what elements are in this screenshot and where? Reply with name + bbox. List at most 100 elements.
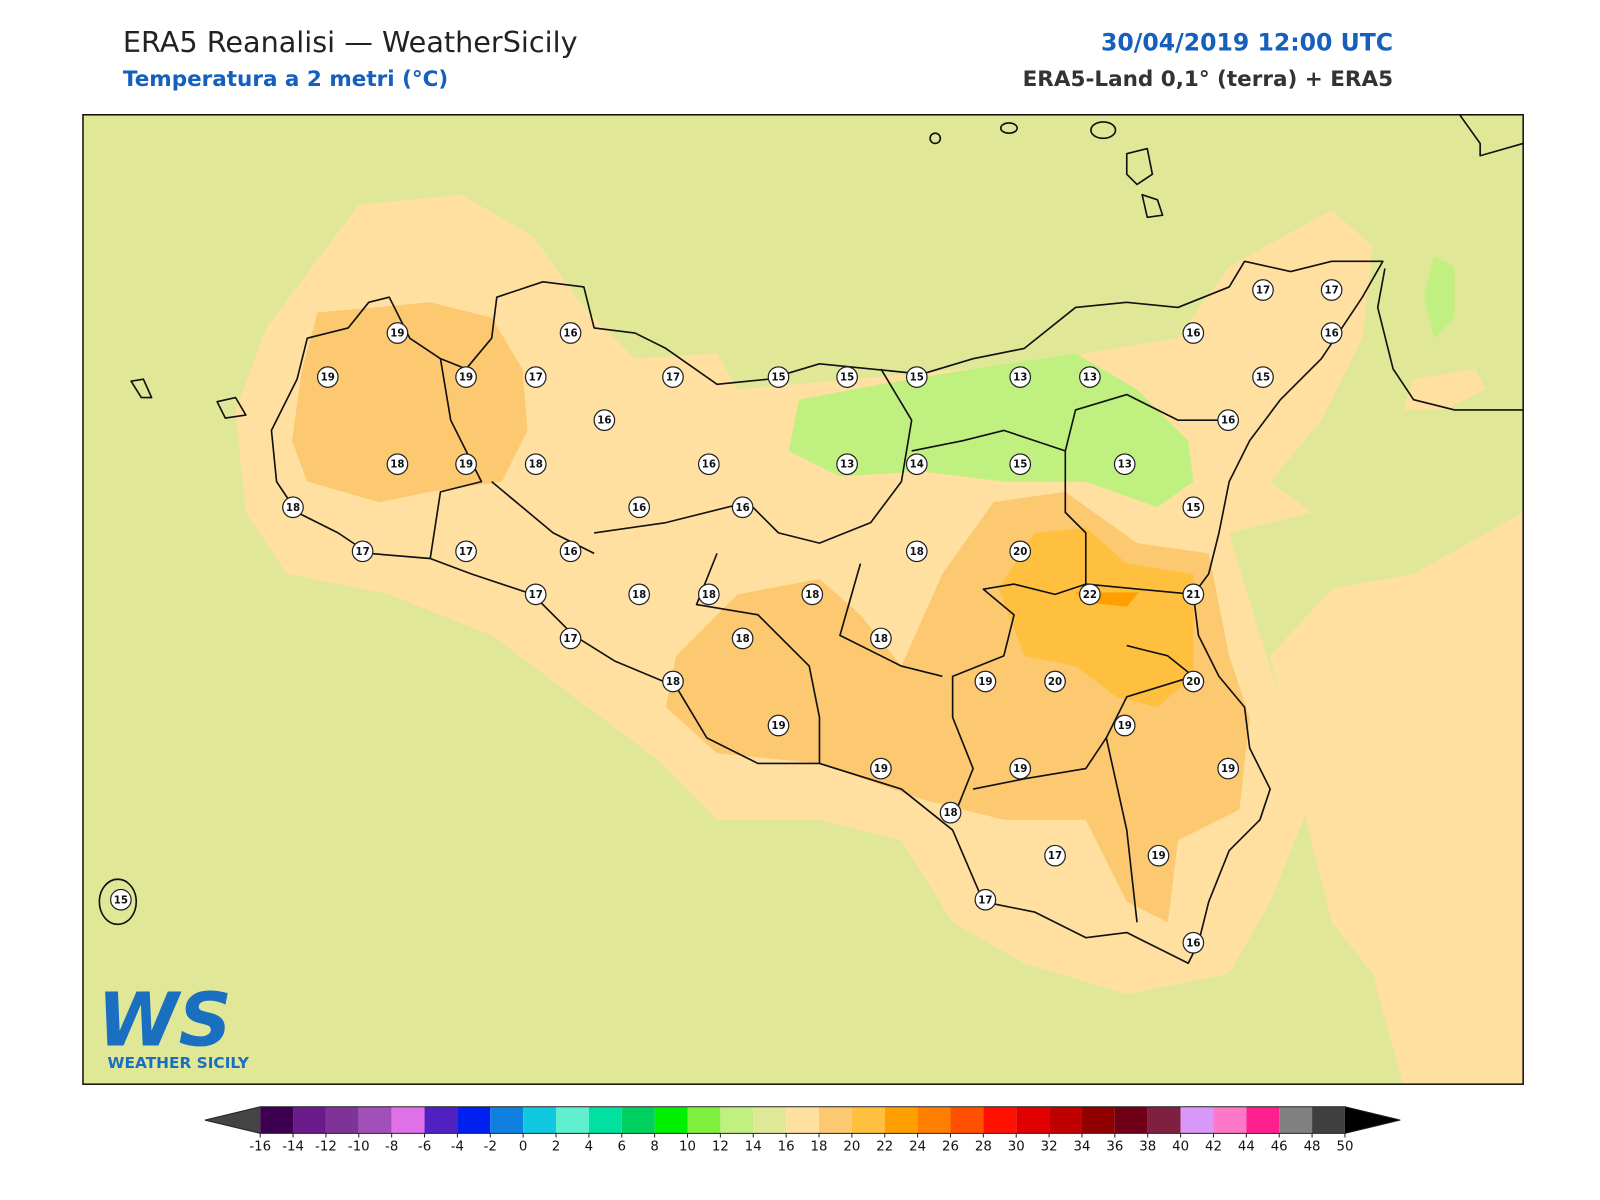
station: 18 [282, 496, 304, 519]
colorbar-segment [523, 1106, 557, 1134]
province-borders [429, 358, 1230, 923]
colorbar-tick-label: -2 [484, 1140, 497, 1155]
station-marker [1009, 453, 1032, 476]
station: 18 [801, 583, 824, 606]
station-value: 20 [1048, 676, 1062, 688]
station-marker [1182, 670, 1205, 693]
egadi [130, 378, 247, 419]
station: 21 [1182, 583, 1205, 606]
station-marker [905, 366, 928, 388]
station-value: 15 [1013, 459, 1027, 471]
colorbar: -16 -14 -12 -10 -8 -6 -4 -2 0 2 4 6 8 10 12 14 16 18 20 22 2… [204, 1106, 1401, 1155]
colorbar-segment [1180, 1106, 1214, 1134]
colorbar-segment [391, 1106, 425, 1134]
station-value: 16 [597, 415, 611, 427]
station: 19 [1009, 757, 1032, 780]
station: 18 [697, 583, 720, 606]
colorbar-segment [621, 1106, 655, 1134]
station-marker [524, 583, 547, 606]
colorbar-tick-label: 46 [1271, 1140, 1288, 1155]
field-warm-sea [1270, 512, 1524, 1085]
station: 17 [455, 540, 477, 563]
station: 18 [870, 627, 892, 650]
station-marker [731, 496, 754, 519]
colorbar-segment [1279, 1106, 1313, 1134]
station: 19 [767, 714, 790, 737]
colorbar-tick-label: -14 [282, 1140, 304, 1155]
station: 18 [524, 453, 547, 476]
station-value: 16 [702, 459, 716, 471]
logo-letters: WS [97, 978, 231, 1063]
colorbar-tick-label: 0 [519, 1140, 527, 1155]
colorbar-over [1344, 1106, 1401, 1134]
colorbar-segment [293, 1106, 326, 1134]
station: 17 [524, 366, 547, 388]
station-marker [1320, 279, 1343, 301]
station-value: 19 [1013, 763, 1027, 775]
colorbar-tick-label: 2 [552, 1140, 560, 1155]
station-value: 18 [286, 502, 300, 514]
station: 17 [1252, 279, 1274, 301]
colorbar-tick-label: 26 [942, 1140, 959, 1155]
station-marker [905, 540, 928, 563]
station-value: 18 [910, 546, 924, 558]
station-marker [1182, 322, 1205, 344]
station: 18 [628, 583, 651, 606]
station-marker [1044, 670, 1066, 693]
station-value: 19 [874, 763, 888, 775]
colorbar-segment [654, 1106, 688, 1134]
station: 19 [455, 366, 477, 388]
station-marker [1320, 322, 1343, 344]
station: 17 [1320, 279, 1343, 301]
colorbar-segment [720, 1106, 754, 1134]
colorbar-tick-label: 50 [1336, 1140, 1353, 1155]
station: 19 [455, 453, 477, 476]
station: 17 [524, 583, 547, 606]
colorbar-tick-label: 24 [909, 1140, 926, 1155]
colorbar-tick-label: 32 [1041, 1140, 1058, 1155]
station-value: 15 [910, 372, 924, 384]
station: 17 [1044, 844, 1066, 867]
station-marker [1217, 409, 1240, 432]
station-marker [767, 366, 790, 388]
station-marker [1182, 931, 1205, 954]
station-marker [593, 409, 616, 432]
station-marker [697, 453, 720, 476]
station-marker [455, 453, 477, 476]
ustica [929, 132, 942, 145]
station: 16 [731, 496, 754, 519]
station-value: 19 [459, 459, 473, 471]
station: 18 [939, 801, 962, 824]
station-value: 18 [805, 589, 819, 601]
station-marker [870, 757, 892, 780]
station-marker [386, 453, 409, 476]
colorbar-tick-label: 18 [811, 1140, 828, 1155]
station-value: 17 [529, 589, 543, 601]
station-value: 16 [1221, 415, 1235, 427]
station-marker [282, 496, 304, 519]
station-value: 17 [355, 546, 369, 558]
station: 18 [662, 670, 684, 693]
station: 16 [559, 322, 582, 344]
station: 17 [974, 888, 997, 911]
colorbar-tick-label: 38 [1139, 1140, 1156, 1155]
colorbar-segment [588, 1106, 622, 1134]
station: 19 [1217, 757, 1240, 780]
colorbar-tick-label: 44 [1238, 1140, 1255, 1155]
colorbar-segment [358, 1106, 392, 1134]
colorbar-tick-label: 40 [1172, 1140, 1189, 1155]
station-value: 20 [1186, 676, 1200, 688]
colorbar-tick-label: 10 [679, 1140, 696, 1155]
station-value: 15 [1186, 502, 1200, 514]
station-value: 20 [1013, 546, 1027, 558]
station: 15 [767, 366, 790, 388]
field-14 [788, 353, 1194, 508]
station: 15 [1252, 366, 1274, 388]
station-value: 15 [1256, 372, 1270, 384]
station-marker [110, 888, 132, 911]
station-value: 19 [978, 676, 992, 688]
station: 19 [974, 670, 997, 693]
colorbar-segment [556, 1106, 589, 1134]
station-marker [386, 322, 409, 344]
